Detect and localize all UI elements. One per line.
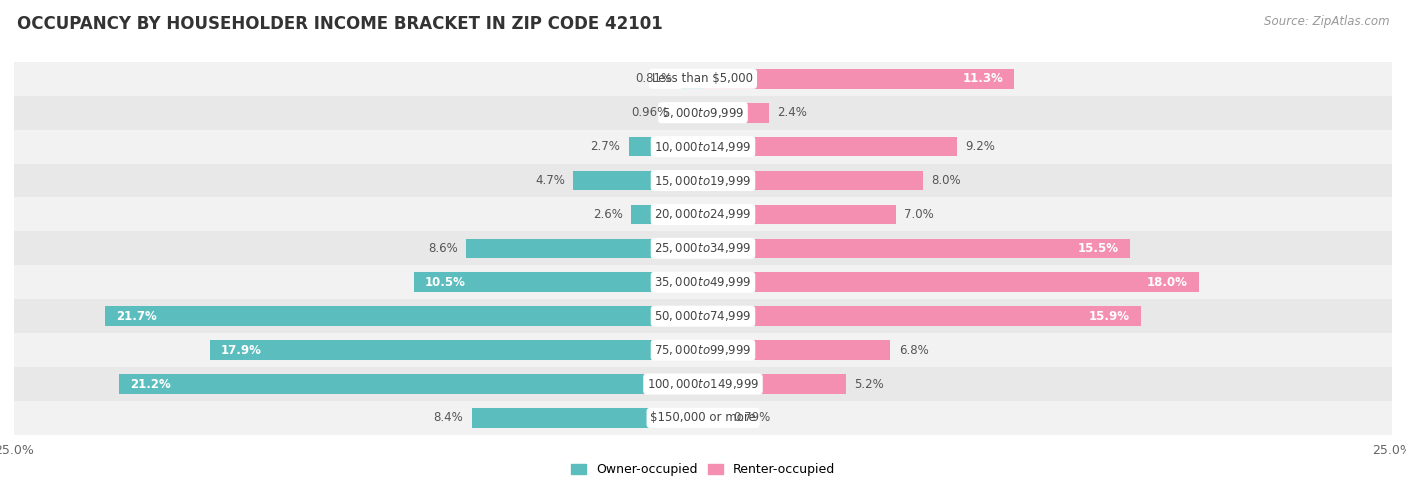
Text: 6.8%: 6.8% — [898, 344, 928, 356]
Text: OCCUPANCY BY HOUSEHOLDER INCOME BRACKET IN ZIP CODE 42101: OCCUPANCY BY HOUSEHOLDER INCOME BRACKET … — [17, 15, 662, 33]
Text: Less than $5,000: Less than $5,000 — [652, 72, 754, 85]
Text: $150,000 or more: $150,000 or more — [650, 412, 756, 425]
Bar — [703, 103, 769, 123]
Text: $75,000 to $99,999: $75,000 to $99,999 — [654, 343, 752, 357]
Bar — [14, 198, 1392, 231]
Bar — [703, 374, 846, 394]
Bar — [628, 137, 703, 156]
Bar — [413, 272, 703, 292]
Text: 18.0%: 18.0% — [1147, 276, 1188, 289]
Text: 0.96%: 0.96% — [631, 106, 668, 119]
Bar — [703, 239, 1130, 258]
Bar — [574, 171, 703, 190]
Text: 5.2%: 5.2% — [855, 377, 884, 391]
Bar — [681, 69, 703, 89]
Text: 0.81%: 0.81% — [636, 72, 672, 85]
Text: 15.5%: 15.5% — [1078, 242, 1119, 255]
Bar — [676, 103, 703, 123]
Bar — [703, 408, 724, 428]
Text: 7.0%: 7.0% — [904, 208, 934, 221]
Text: 17.9%: 17.9% — [221, 344, 262, 356]
Bar — [105, 306, 703, 326]
Bar — [14, 401, 1392, 435]
Text: $50,000 to $74,999: $50,000 to $74,999 — [654, 309, 752, 323]
Text: $15,000 to $19,999: $15,000 to $19,999 — [654, 173, 752, 187]
Bar — [209, 340, 703, 360]
Text: 8.0%: 8.0% — [932, 174, 962, 187]
Text: 4.7%: 4.7% — [536, 174, 565, 187]
Text: $10,000 to $14,999: $10,000 to $14,999 — [654, 140, 752, 153]
Bar — [14, 130, 1392, 164]
Text: 2.4%: 2.4% — [778, 106, 807, 119]
Bar — [14, 62, 1392, 96]
Text: 2.7%: 2.7% — [591, 140, 620, 153]
Bar — [703, 69, 1014, 89]
Bar — [14, 333, 1392, 367]
Bar — [14, 164, 1392, 198]
Bar — [703, 272, 1199, 292]
Bar — [14, 265, 1392, 299]
Text: 2.6%: 2.6% — [593, 208, 623, 221]
Text: $35,000 to $49,999: $35,000 to $49,999 — [654, 275, 752, 289]
Text: $5,000 to $9,999: $5,000 to $9,999 — [662, 106, 744, 120]
Text: 11.3%: 11.3% — [963, 72, 1004, 85]
Bar — [703, 137, 956, 156]
Text: 8.4%: 8.4% — [433, 412, 463, 425]
Text: 15.9%: 15.9% — [1090, 310, 1130, 323]
Text: $20,000 to $24,999: $20,000 to $24,999 — [654, 207, 752, 222]
Bar — [118, 374, 703, 394]
Bar — [14, 367, 1392, 401]
Bar — [465, 239, 703, 258]
Bar — [703, 171, 924, 190]
Bar — [14, 231, 1392, 265]
Bar — [14, 299, 1392, 333]
Text: 21.7%: 21.7% — [117, 310, 157, 323]
Text: Source: ZipAtlas.com: Source: ZipAtlas.com — [1264, 15, 1389, 28]
Bar — [703, 340, 890, 360]
Text: 9.2%: 9.2% — [965, 140, 994, 153]
Bar — [471, 408, 703, 428]
Text: $25,000 to $34,999: $25,000 to $34,999 — [654, 242, 752, 255]
Bar — [703, 306, 1142, 326]
Bar — [14, 96, 1392, 130]
Bar — [703, 205, 896, 225]
Legend: Owner-occupied, Renter-occupied: Owner-occupied, Renter-occupied — [567, 458, 839, 482]
Text: $100,000 to $149,999: $100,000 to $149,999 — [647, 377, 759, 391]
Bar — [631, 205, 703, 225]
Text: 0.79%: 0.79% — [733, 412, 770, 425]
Text: 10.5%: 10.5% — [425, 276, 465, 289]
Text: 21.2%: 21.2% — [129, 377, 170, 391]
Text: 8.6%: 8.6% — [427, 242, 458, 255]
